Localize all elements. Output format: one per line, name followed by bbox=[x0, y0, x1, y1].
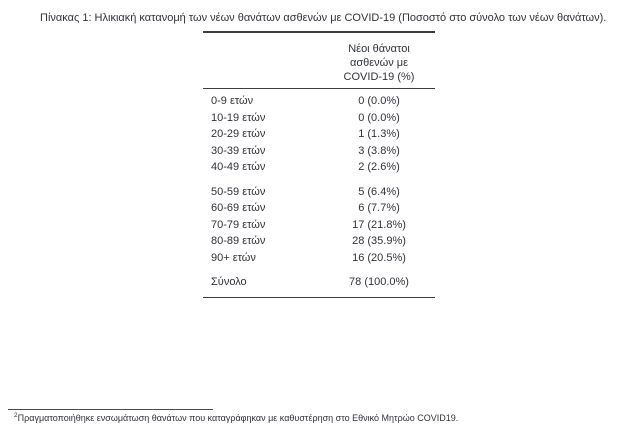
table-group-young-ages: 0-9 ετών 0 (0.0%) 10-19 ετών 0 (0.0%) 20… bbox=[203, 89, 435, 176]
deaths-value: 28 (35.9%) bbox=[352, 235, 406, 248]
age-group-label: 10-19 ετών bbox=[211, 111, 266, 124]
deaths-value: 5 (6.4%) bbox=[358, 185, 400, 198]
table-row: 20-29 ετών 1 (1.3%) bbox=[203, 126, 435, 143]
age-group-label: 80-89 ετών bbox=[211, 235, 266, 248]
total-value: 78 (100.0%) bbox=[349, 276, 409, 289]
age-group-label: 0-9 ετών bbox=[211, 95, 254, 108]
table-row: 60-69 ετών 6 (7.7%) bbox=[203, 200, 435, 217]
page-title: Πίνακας 1: Ηλικιακή κατανομή των νέων θα… bbox=[40, 12, 607, 24]
table-row: 70-79 ετών 17 (21.8%) bbox=[203, 217, 435, 234]
table-row: 30-39 ετών 3 (3.8%) bbox=[203, 143, 435, 160]
table-row: 10-19 ετών 0 (0.0%) bbox=[203, 110, 435, 127]
table-row: 50-59 ετών 5 (6.4%) bbox=[203, 184, 435, 201]
footnote-separator bbox=[8, 409, 213, 410]
table-total-row: Σύνολο 78 (100.0%) bbox=[203, 274, 435, 291]
total-label: Σύνολο bbox=[211, 276, 247, 289]
age-distribution-table: Νέοι θάνατοι ασθενών με COVID-19 (%) 0-9… bbox=[203, 31, 435, 298]
table-row: 0-9 ετών 0 (0.0%) bbox=[203, 93, 435, 110]
age-group-label: 60-69 ετών bbox=[211, 202, 266, 215]
age-group-label: 30-39 ετών bbox=[211, 144, 266, 157]
age-group-label: 70-79 ετών bbox=[211, 218, 266, 231]
age-group-label: 40-49 ετών bbox=[211, 161, 266, 174]
footnote-text: Πραγματοποιήθηκε ενσωμάτωση θανάτων που … bbox=[17, 413, 459, 423]
age-group-label: 90+ ετών bbox=[211, 251, 256, 264]
table-header-row: Νέοι θάνατοι ασθενών με COVID-19 (%) bbox=[203, 33, 435, 89]
deaths-value: 0 (0.0%) bbox=[358, 111, 400, 124]
age-group-label: 50-59 ετών bbox=[211, 185, 266, 198]
deaths-value: 1 (1.3%) bbox=[358, 128, 400, 141]
deaths-value: 17 (21.8%) bbox=[352, 218, 406, 231]
table-row: 40-49 ετών 2 (2.6%) bbox=[203, 159, 435, 176]
table-row: 90+ ετών 16 (20.5%) bbox=[203, 250, 435, 267]
table-total-section: Σύνολο 78 (100.0%) bbox=[203, 266, 435, 297]
deaths-value: 16 (20.5%) bbox=[352, 251, 406, 264]
table-group-older-ages: 50-59 ετών 5 (6.4%) 60-69 ετών 6 (7.7%) … bbox=[203, 176, 435, 267]
column-header-deaths: Νέοι θάνατοι ασθενών με COVID-19 (%) bbox=[343, 43, 415, 83]
table-row: 80-89 ετών 28 (35.9%) bbox=[203, 233, 435, 250]
deaths-value: 6 (7.7%) bbox=[358, 202, 400, 215]
footnote-marker: 2 bbox=[14, 412, 18, 419]
footnote: 2Πραγματοποιήθηκε ενσωμάτωση θανάτων που… bbox=[14, 412, 614, 424]
deaths-value: 3 (3.8%) bbox=[358, 144, 400, 157]
deaths-value: 2 (2.6%) bbox=[358, 161, 400, 174]
age-group-label: 20-29 ετών bbox=[211, 128, 266, 141]
deaths-value: 0 (0.0%) bbox=[358, 95, 400, 108]
